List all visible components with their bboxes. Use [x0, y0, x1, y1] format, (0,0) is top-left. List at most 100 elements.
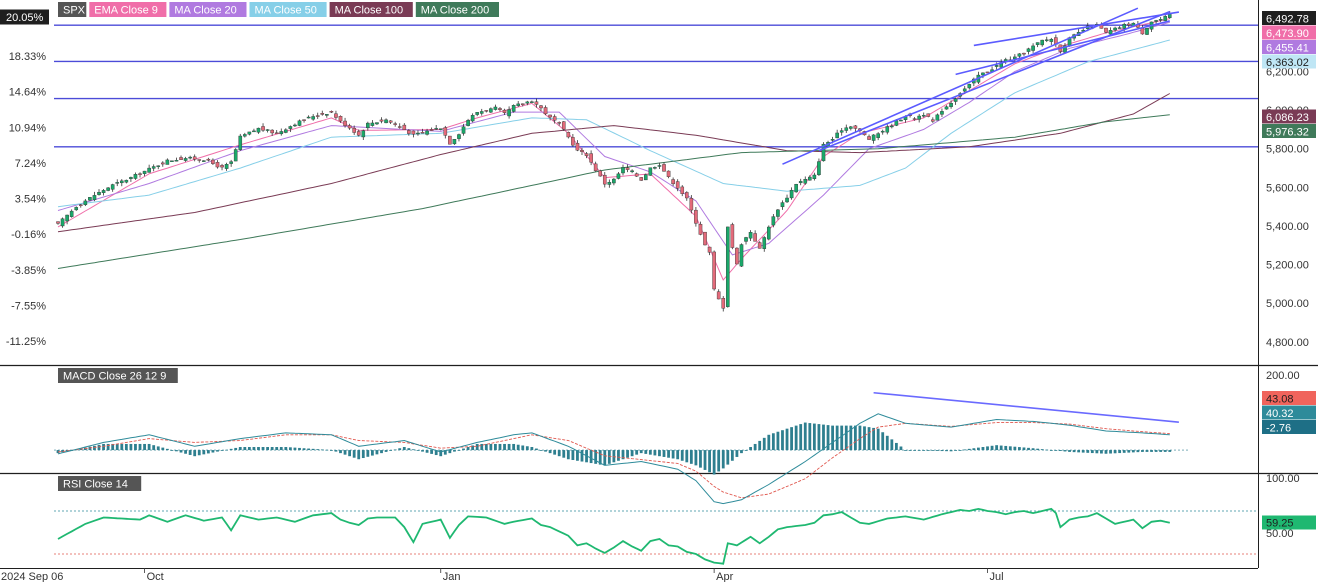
candle-body: [356, 131, 361, 136]
macd-histogram-bar: [1068, 450, 1071, 452]
macd-histogram-bar: [252, 447, 256, 451]
macd-histogram-bar: [156, 446, 160, 451]
candle-body: [634, 173, 639, 177]
price-value-text: 6,363.02: [1266, 57, 1309, 69]
candle-body: [735, 247, 739, 265]
macd-histogram-bar: [553, 450, 557, 455]
macd-histogram-bar: [699, 450, 702, 468]
candle-body: [261, 126, 265, 131]
macd-histogram-bar: [124, 443, 128, 451]
macd-histogram-bar: [562, 450, 566, 458]
macd-histogram-bar: [1141, 450, 1144, 452]
candle-body: [247, 131, 252, 135]
macd-histogram-bar: [507, 443, 511, 451]
candle-body: [329, 111, 334, 113]
macd-histogram-bar: [193, 450, 197, 457]
macd-histogram-bar: [658, 450, 661, 457]
candle-body: [694, 209, 698, 224]
candle-body: [639, 177, 644, 181]
macd-histogram-bar: [689, 450, 693, 464]
macd-histogram-bar: [954, 450, 958, 451]
candle-body: [985, 71, 990, 74]
candle-body: [101, 190, 106, 194]
candle-body: [479, 111, 484, 114]
macd-histogram-bar: [184, 450, 187, 454]
candle-body: [452, 139, 457, 145]
macd-histogram-bar: [1013, 446, 1017, 451]
candle-body: [119, 180, 124, 184]
macd-value-label: [1262, 405, 1316, 420]
candle-body: [899, 119, 903, 122]
candle-body: [347, 125, 352, 129]
macd-histogram-bar: [97, 444, 101, 451]
price-value-label: [1262, 11, 1316, 25]
legend-label: MA Close 20: [174, 5, 236, 17]
candle-body: [981, 72, 985, 76]
candle-body: [994, 65, 999, 67]
candle-body: [457, 134, 461, 139]
price-value-label: [1262, 124, 1316, 138]
macd-histogram-bar: [899, 446, 903, 451]
macd-histogram-bar: [794, 425, 798, 451]
ma-line: [57, 39, 1170, 208]
price-value-text: 5,976.32: [1266, 127, 1309, 139]
macd-histogram-bar: [717, 450, 721, 472]
macd-histogram-bar: [352, 450, 356, 458]
candle-body: [466, 120, 470, 126]
macd-histogram-bar: [320, 449, 324, 451]
ma-line: [57, 114, 1170, 269]
macd-histogram-bar: [1018, 447, 1021, 451]
macd-histogram-bar: [302, 448, 306, 451]
candle-body: [343, 120, 347, 126]
candle-body: [110, 184, 115, 190]
candle-body: [206, 158, 211, 161]
legend-chip: [329, 2, 413, 17]
macd-histogram-bar: [758, 440, 762, 451]
candle-body: [940, 111, 944, 115]
macd-histogram-bar: [448, 450, 452, 454]
macd-histogram-bar: [366, 450, 370, 457]
macd-histogram-bar: [229, 448, 233, 451]
candle-body: [306, 116, 311, 119]
candle-body: [762, 237, 767, 249]
macd-histogram-bar: [175, 450, 178, 452]
macd-histogram-bar: [489, 443, 493, 451]
candle-body: [1035, 42, 1040, 45]
x-axis-label: Apr: [716, 571, 733, 582]
macd-histogram-bar: [626, 450, 629, 458]
candle-body: [757, 242, 762, 249]
candle-body: [1140, 27, 1145, 35]
left-axis-tick: -11.25%: [6, 336, 46, 348]
candle-body: [325, 114, 329, 116]
x-axis-label: Jul: [990, 571, 1004, 582]
macd-histogram-bar: [288, 447, 292, 451]
macd-histogram-bar: [1072, 450, 1076, 453]
candle-body: [912, 118, 917, 120]
candle-body: [767, 226, 771, 240]
rsi-axis-tick: 50.00: [1266, 528, 1294, 540]
candle-body: [229, 161, 233, 164]
macd-histogram-bar: [412, 449, 415, 451]
macd-histogram-bar: [234, 447, 238, 451]
candle-body: [944, 106, 949, 110]
candle-body: [1108, 30, 1113, 35]
macd-histogram-bar: [284, 447, 288, 451]
candle-body: [680, 186, 685, 194]
candle-body: [129, 177, 133, 179]
candle-body: [543, 107, 548, 115]
left-axis-tick: 14.64%: [9, 87, 47, 99]
macd-histogram-bar: [1004, 445, 1008, 451]
candle-body: [388, 120, 393, 123]
macd-value-text: 40.32: [1266, 408, 1294, 420]
macd-histogram-bar: [1104, 450, 1108, 454]
macd-histogram-bar: [812, 423, 816, 451]
right-axis-tick: 5,000.00: [1266, 298, 1309, 310]
candle-body: [438, 128, 443, 130]
candle-body: [839, 130, 844, 133]
candle-body: [156, 165, 161, 167]
candle-body: [684, 192, 689, 199]
candle-body: [584, 153, 589, 156]
macd-histogram-bar: [1027, 447, 1030, 451]
candle-body: [197, 159, 202, 161]
